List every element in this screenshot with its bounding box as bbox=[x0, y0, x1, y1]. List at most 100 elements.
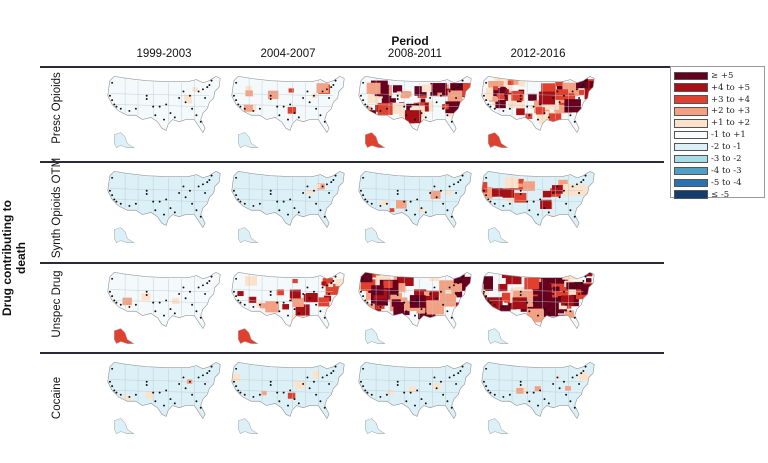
state-border bbox=[109, 379, 210, 382]
county-cell bbox=[504, 177, 519, 189]
county-cell bbox=[454, 291, 463, 298]
county-cell bbox=[365, 106, 373, 113]
city-dot bbox=[396, 98, 399, 100]
city-dot bbox=[439, 94, 442, 97]
city-dot bbox=[359, 380, 362, 383]
city-dot bbox=[575, 183, 578, 186]
county-cell bbox=[313, 375, 318, 380]
y-axis-title: Drug contributing to death bbox=[0, 200, 28, 316]
city-dot bbox=[485, 81, 488, 84]
city-dot bbox=[433, 376, 436, 379]
county-cell bbox=[424, 291, 430, 296]
county-cell bbox=[321, 281, 327, 286]
city-dot bbox=[435, 297, 438, 300]
city-dot bbox=[552, 96, 555, 99]
county-cell bbox=[316, 83, 329, 94]
city-dot bbox=[366, 105, 369, 108]
city-dot bbox=[482, 380, 485, 383]
city-dot bbox=[362, 277, 365, 280]
county-cell bbox=[445, 190, 453, 196]
county-cell bbox=[525, 113, 533, 120]
city-dot bbox=[379, 204, 382, 207]
city-dot bbox=[308, 101, 311, 104]
city-dot bbox=[547, 116, 550, 119]
city-dot bbox=[409, 200, 412, 203]
city-dot bbox=[493, 303, 496, 306]
city-dot bbox=[537, 118, 539, 121]
county-cell bbox=[404, 110, 422, 124]
city-dot bbox=[334, 79, 337, 82]
county-cell bbox=[508, 76, 521, 85]
county-cell bbox=[408, 386, 416, 393]
city-dot bbox=[208, 179, 211, 181]
city-dot bbox=[457, 282, 460, 285]
legend-label: -1 to +1 bbox=[711, 130, 746, 141]
city-dot bbox=[315, 393, 318, 396]
map-panel-synth-opioids-otm-2008-2011 bbox=[358, 170, 472, 244]
legend-entry: ≤ -5 bbox=[674, 189, 761, 201]
city-dot bbox=[543, 398, 546, 401]
legend-label: ≥ +5 bbox=[711, 70, 734, 81]
city-dot bbox=[252, 204, 255, 207]
alaska-shape bbox=[365, 418, 386, 435]
legend-entry: -5 to -4 bbox=[674, 177, 761, 189]
city-dot bbox=[543, 112, 546, 115]
city-dot bbox=[173, 116, 176, 119]
county-cell bbox=[289, 289, 301, 299]
city-dot bbox=[571, 90, 574, 93]
city-dot bbox=[252, 395, 255, 398]
city-dot bbox=[182, 185, 185, 188]
city-dot bbox=[321, 286, 324, 289]
city-dot bbox=[319, 310, 322, 313]
city-dot bbox=[297, 402, 300, 405]
city-dot bbox=[571, 376, 574, 379]
county-cell bbox=[534, 386, 541, 392]
city-dot bbox=[409, 391, 412, 394]
city-dot bbox=[403, 105, 406, 108]
city-dot bbox=[325, 88, 328, 91]
county-cell bbox=[558, 179, 568, 188]
county-cell bbox=[292, 297, 304, 307]
city-dot bbox=[573, 120, 576, 123]
column-label-2: 2008-2011 bbox=[387, 48, 443, 60]
city-dot bbox=[409, 301, 412, 304]
city-dot bbox=[128, 305, 131, 308]
city-dot bbox=[414, 213, 416, 216]
map-panel-presc-opioids-2008-2011 bbox=[358, 75, 472, 149]
city-dot bbox=[235, 277, 238, 280]
county-cell bbox=[564, 99, 581, 113]
county-cell bbox=[325, 283, 340, 295]
city-dot bbox=[379, 305, 382, 308]
city-dot bbox=[152, 391, 155, 394]
city-dot bbox=[287, 404, 289, 407]
city-dot bbox=[239, 200, 242, 203]
county-cell bbox=[565, 386, 571, 391]
city-dot bbox=[539, 299, 542, 302]
city-dot bbox=[573, 316, 576, 319]
city-dot bbox=[429, 292, 432, 295]
alaska-shape bbox=[488, 227, 509, 244]
us-outline bbox=[358, 75, 472, 134]
city-dot bbox=[210, 79, 213, 82]
county-cell bbox=[500, 86, 506, 92]
city-dot bbox=[115, 105, 118, 108]
city-dot bbox=[158, 391, 161, 394]
state-border bbox=[112, 300, 208, 303]
city-dot bbox=[485, 176, 488, 179]
city-dot bbox=[134, 393, 137, 396]
county-cell bbox=[367, 93, 380, 104]
city-dot bbox=[532, 391, 535, 394]
county-cell bbox=[306, 189, 314, 195]
city-dot bbox=[289, 103, 292, 106]
city-dot bbox=[366, 200, 369, 203]
alaska-shape bbox=[114, 328, 135, 345]
city-dot bbox=[325, 284, 328, 287]
city-dot bbox=[282, 200, 285, 203]
city-dot bbox=[204, 191, 207, 194]
state-border bbox=[483, 379, 584, 382]
map-panel-cocaine-2008-2011 bbox=[358, 361, 472, 435]
city-dot bbox=[312, 380, 315, 383]
county-cell bbox=[287, 107, 297, 114]
city-dot bbox=[547, 211, 550, 214]
county-cell bbox=[288, 88, 294, 93]
